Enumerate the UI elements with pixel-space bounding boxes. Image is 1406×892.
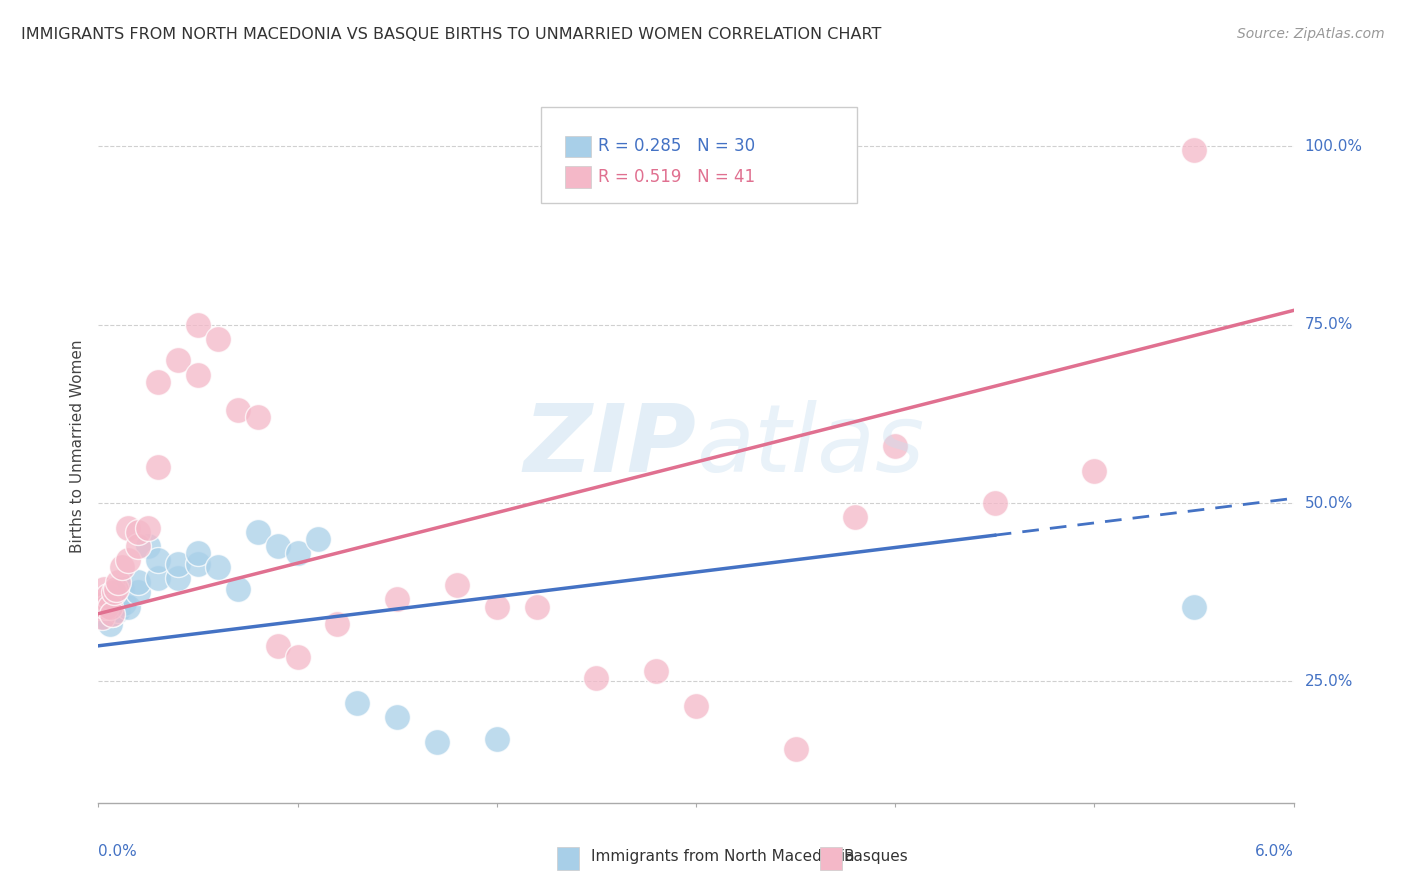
Point: [107, 574, 129, 589]
Point: [98, 599, 122, 614]
Point: [96, 599, 118, 614]
Point: [1182, 599, 1205, 614]
Text: 25.0%: 25.0%: [1305, 674, 1353, 689]
Point: [1083, 464, 1105, 478]
FancyBboxPatch shape: [565, 166, 591, 187]
Point: [485, 599, 508, 614]
Point: [112, 596, 135, 610]
Point: [101, 607, 124, 621]
Text: atlas: atlas: [696, 401, 924, 491]
Point: [485, 731, 508, 746]
Point: [446, 578, 468, 592]
Point: [127, 574, 149, 589]
Point: [785, 742, 807, 756]
Point: [101, 607, 124, 621]
Point: [187, 546, 209, 560]
Text: 50.0%: 50.0%: [1305, 496, 1353, 510]
Point: [117, 599, 139, 614]
Point: [117, 553, 139, 567]
Point: [287, 649, 309, 664]
Point: [346, 696, 368, 710]
Text: Source: ZipAtlas.com: Source: ZipAtlas.com: [1237, 27, 1385, 41]
Point: [246, 410, 269, 425]
Point: [127, 585, 149, 599]
Point: [844, 510, 866, 524]
Point: [117, 521, 139, 535]
Point: [111, 582, 134, 596]
Point: [93, 610, 115, 624]
Point: [526, 599, 548, 614]
Point: [91, 610, 114, 624]
Point: [148, 571, 170, 585]
Point: [685, 699, 707, 714]
Point: [136, 539, 159, 553]
Point: [884, 439, 907, 453]
Point: [148, 375, 170, 389]
Point: [267, 639, 290, 653]
Point: [226, 582, 249, 596]
Point: [127, 524, 149, 539]
Text: 0.0%: 0.0%: [98, 845, 138, 860]
Text: 100.0%: 100.0%: [1305, 139, 1362, 153]
Point: [103, 585, 125, 599]
Point: [89, 599, 111, 614]
Point: [267, 539, 290, 553]
Text: Basques: Basques: [844, 849, 908, 863]
Point: [107, 592, 129, 607]
Text: Immigrants from North Macedonia: Immigrants from North Macedonia: [591, 849, 853, 863]
Point: [645, 664, 668, 678]
Point: [385, 710, 409, 724]
Point: [97, 589, 120, 603]
Point: [226, 403, 249, 417]
Point: [105, 582, 128, 596]
Point: [426, 735, 449, 749]
FancyBboxPatch shape: [541, 107, 858, 203]
Point: [207, 332, 229, 346]
Point: [207, 560, 229, 574]
Point: [167, 571, 190, 585]
Point: [136, 521, 159, 535]
Point: [91, 599, 114, 614]
Point: [148, 460, 170, 475]
Point: [148, 553, 170, 567]
Point: [385, 592, 409, 607]
Point: [127, 539, 149, 553]
Point: [111, 560, 134, 574]
Point: [93, 596, 115, 610]
Point: [167, 557, 190, 571]
Text: 6.0%: 6.0%: [1254, 845, 1294, 860]
Point: [1182, 143, 1205, 157]
FancyBboxPatch shape: [565, 136, 591, 157]
Point: [307, 532, 329, 546]
Point: [326, 617, 349, 632]
Text: IMMIGRANTS FROM NORTH MACEDONIA VS BASQUE BIRTHS TO UNMARRIED WOMEN CORRELATION : IMMIGRANTS FROM NORTH MACEDONIA VS BASQU…: [21, 27, 882, 42]
Point: [93, 582, 115, 596]
Point: [187, 368, 209, 382]
Point: [97, 596, 120, 610]
Point: [187, 557, 209, 571]
Text: R = 0.519   N = 41: R = 0.519 N = 41: [598, 168, 755, 186]
Point: [167, 353, 190, 368]
Point: [585, 671, 607, 685]
Point: [287, 546, 309, 560]
Point: [98, 617, 122, 632]
Text: 75.0%: 75.0%: [1305, 318, 1353, 332]
Point: [984, 496, 1007, 510]
Text: ZIP: ZIP: [523, 400, 696, 492]
Point: [246, 524, 269, 539]
Text: R = 0.285   N = 30: R = 0.285 N = 30: [598, 137, 755, 155]
Point: [107, 603, 129, 617]
Y-axis label: Births to Unmarried Women: Births to Unmarried Women: [69, 339, 84, 553]
Point: [187, 318, 209, 332]
